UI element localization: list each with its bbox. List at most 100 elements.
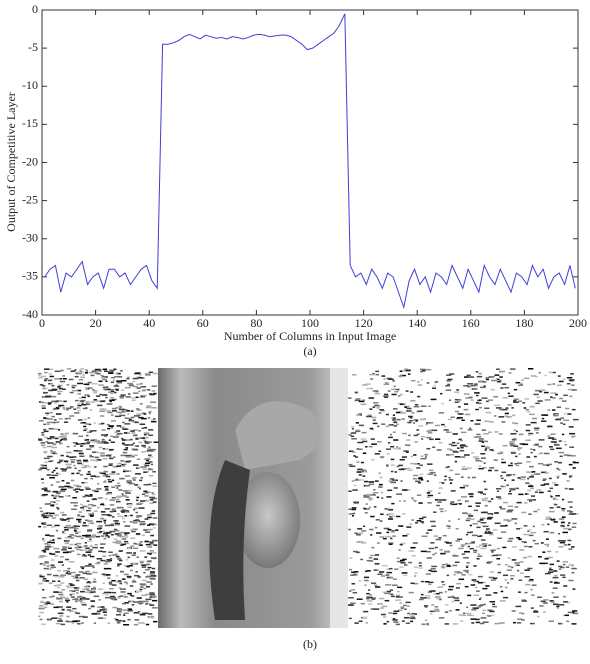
noise-pixel — [90, 375, 94, 377]
noise-pixel — [546, 517, 551, 519]
noise-pixel — [59, 606, 63, 608]
noise-pixel — [150, 449, 156, 451]
noise-pixel — [146, 471, 148, 473]
noise-pixel — [77, 403, 80, 405]
noise-pixel — [74, 544, 77, 546]
noise-pixel — [567, 510, 571, 512]
noise-pixel — [135, 438, 138, 440]
noise-pixel — [119, 560, 123, 562]
noise-pixel — [428, 432, 433, 434]
noise-pixel — [136, 384, 141, 386]
noise-pixel — [150, 513, 155, 515]
noise-pixel — [133, 547, 138, 549]
noise-pixel — [420, 458, 426, 460]
noise-pixel — [60, 439, 62, 441]
noise-pixel — [134, 484, 138, 486]
noise-pixel — [50, 505, 54, 507]
noise-pixel — [494, 512, 499, 514]
noise-pixel — [47, 456, 53, 458]
noise-pixel — [104, 522, 106, 524]
noise-pixel — [151, 421, 156, 423]
noise-pixel — [508, 404, 512, 406]
noise-pixel — [133, 449, 138, 451]
noise-pixel — [49, 535, 54, 537]
noise-pixel — [446, 431, 449, 433]
noise-pixel — [418, 384, 422, 386]
noise-pixel — [351, 436, 354, 438]
y-tick-label: -35 — [22, 269, 38, 283]
noise-pixel — [75, 491, 78, 493]
noise-pixel — [55, 438, 58, 440]
noise-pixel — [531, 495, 535, 497]
noise-pixel — [355, 431, 360, 433]
noise-pixel — [354, 502, 359, 504]
noise-pixel — [101, 535, 104, 537]
noise-pixel — [108, 391, 111, 393]
noise-pixel — [520, 561, 524, 563]
noise-pixel — [46, 580, 49, 582]
noise-pixel — [57, 391, 62, 393]
noise-pixel — [121, 380, 126, 382]
noise-pixel — [369, 397, 375, 399]
noise-pixel — [84, 419, 87, 421]
noise-pixel — [410, 547, 415, 549]
noise-pixel — [486, 528, 490, 530]
noise-pixel — [440, 511, 443, 513]
x-tick-label: 40 — [143, 316, 155, 330]
noise-pixel — [152, 485, 157, 487]
noise-pixel — [117, 483, 120, 485]
x-tick-label: 200 — [569, 316, 587, 330]
noise-pixel — [72, 608, 76, 610]
noise-pixel — [389, 480, 394, 482]
noise-pixel — [124, 449, 128, 451]
noise-pixel — [152, 494, 156, 496]
noise-pixel — [387, 508, 390, 510]
noise-pixel — [531, 452, 533, 454]
noise-pixel — [537, 509, 540, 511]
noise-pixel — [82, 467, 88, 469]
noise-pixel — [102, 593, 106, 595]
noise-pixel — [473, 552, 477, 554]
noise-pixel — [72, 497, 77, 499]
noise-pixel — [38, 469, 42, 471]
noise-pixel — [563, 424, 565, 426]
noise-pixel — [421, 438, 423, 440]
noise-pixel — [370, 516, 374, 518]
noise-pixel — [49, 513, 54, 515]
noise-pixel — [499, 380, 501, 382]
noise-pixel — [484, 462, 486, 464]
noise-pixel — [494, 405, 500, 407]
noise-pixel — [413, 478, 417, 480]
noise-pixel — [358, 580, 361, 582]
noise-pixel — [459, 503, 462, 505]
noise-pixel — [145, 599, 151, 601]
noise-pixel — [142, 493, 145, 495]
noise-pixel — [108, 481, 112, 483]
noise-pixel — [418, 482, 421, 484]
noise-pixel — [479, 373, 482, 375]
noise-pixel — [49, 369, 53, 371]
noise-pixel — [386, 448, 391, 450]
noise-pixel — [471, 385, 476, 387]
noise-pixel — [479, 438, 484, 440]
noise-pixel — [489, 467, 494, 469]
noise-pixel — [43, 517, 49, 519]
noise-pixel — [38, 557, 43, 559]
noise-pixel — [153, 558, 156, 560]
noise-pixel — [102, 410, 105, 412]
noise-pixel — [109, 371, 113, 373]
noise-pixel — [144, 447, 146, 449]
noise-pixel — [46, 414, 48, 416]
noise-pixel — [563, 532, 569, 534]
noise-pixel — [430, 542, 434, 544]
noise-pixel — [149, 603, 152, 605]
noise-pixel — [499, 622, 504, 624]
noise-pixel — [41, 478, 44, 480]
noise-pixel — [400, 371, 403, 373]
noise-pixel — [441, 567, 445, 569]
noise-pixel — [494, 623, 499, 625]
noise-pixel — [464, 551, 470, 553]
noise-pixel — [524, 525, 528, 527]
noise-pixel — [549, 446, 553, 448]
noise-pixel — [382, 565, 388, 567]
